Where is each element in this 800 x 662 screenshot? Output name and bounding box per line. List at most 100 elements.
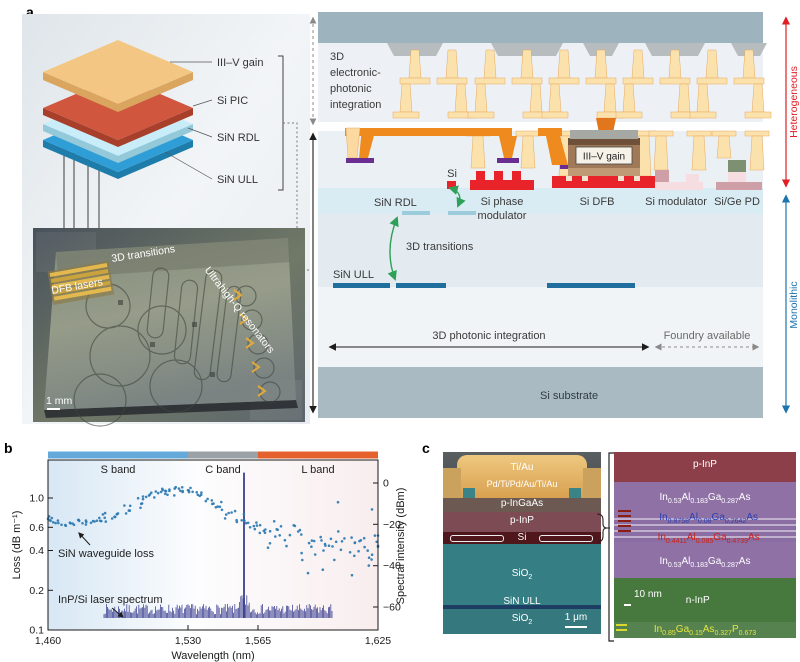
tem-p-inp-label: p-InP: [693, 459, 717, 470]
tem-formula-2: In0.8758Al0.08Ga0.2642As: [659, 512, 758, 525]
x-tick-labels: 1,460 1,530 1,565 1,625: [35, 635, 391, 647]
tem-n-inp-layer: [614, 578, 796, 622]
sem-p-inp-layer: [443, 512, 601, 532]
sin-rdl-label: SiN RDL: [374, 197, 417, 209]
top-metal-band: [318, 12, 763, 43]
region-label-line1: 3D: [330, 51, 344, 63]
panel-a-label: a: [26, 4, 34, 20]
laser-spectrum-annotation: InP/Si laser spectrum: [58, 594, 163, 606]
x-ticks: [47, 625, 379, 630]
sem-gold-contact: [457, 455, 587, 499]
c-band-label: C band: [205, 464, 240, 476]
layer-iii-v-gain: [43, 40, 193, 104]
label-sin-rdl: SiN RDL: [217, 132, 260, 144]
right-ticks: [373, 482, 378, 608]
tem-epitaxy-image: p-InP In0.53Al0.183Ga0.287As In0.8758Al0…: [614, 452, 796, 638]
sem-scale-bar: [565, 626, 587, 628]
tem-p-inp-layer: [614, 452, 796, 482]
iii-v-gain-label: III–V gain: [583, 152, 625, 163]
si-dfb-device: III–V gain: [552, 130, 656, 188]
svg-text:−60: −60: [383, 602, 401, 614]
ti-au-label: Ti/Au: [510, 462, 534, 473]
tem-formula-1: In0.53Al0.183Ga0.287As: [659, 492, 751, 505]
left-tick-labels: 1.0 0.6 0.4 0.2 0.1: [29, 493, 44, 637]
region-label-line3: photonic: [330, 83, 372, 95]
si-label: Si: [447, 168, 457, 180]
si-phase-modulator-device: [470, 171, 534, 190]
l-band-label: L band: [301, 464, 334, 476]
laser-spectrum-series: [103, 472, 333, 618]
ingaasp-markers: [616, 624, 627, 632]
si-layer-device: [447, 181, 456, 189]
pd-stack-label: Pd/Ti/Pd/Au/Ti/Au: [486, 479, 558, 489]
si-modulator-device: [655, 170, 703, 190]
chip-pads: [118, 300, 215, 377]
label-si-pic: Si PIC: [217, 95, 248, 107]
tem-formula-3: In0.4411Al0.085Ga0.4739As: [657, 532, 760, 545]
tem-quantum-well-stripes: [614, 518, 796, 542]
s-band-label: S band: [101, 464, 136, 476]
sin-ull-label: SiN ULL: [503, 596, 541, 607]
p-ingaas-label: p-InGaAs: [500, 498, 544, 509]
sem-scale-label: 1 μm: [564, 612, 588, 623]
si-phase-label2: modulator: [478, 210, 527, 222]
sin-ull-label: SiN ULL: [333, 269, 374, 281]
p-inp-label: p-InP: [510, 515, 534, 526]
region-label-line4: integration: [330, 99, 381, 111]
si-dfb-label: Si DFB: [580, 196, 615, 208]
x-axis-title: Wavelength (nm): [171, 650, 254, 662]
l-band-bar: [258, 451, 378, 459]
si-modulator-label: Si modulator: [645, 196, 707, 208]
plot-frame: [47, 459, 379, 631]
layer-stack-illustration: III–V gain Si PIC SiN RDL SiN ULL: [22, 14, 310, 427]
scale-bar: [47, 408, 60, 410]
monolithic-label: Monolithic: [788, 281, 800, 328]
bond-pad: [497, 158, 519, 163]
tem-n-inp-label: n-InP: [685, 595, 710, 606]
sin-rdl-bar: [448, 211, 476, 215]
layer-labels: III–V gain Si PIC SiN RDL SiN ULL: [217, 57, 263, 186]
right-tick-labels: 0 −20 −40 −60: [383, 478, 401, 614]
transition-arrows: [387, 185, 466, 281]
annotation-arrow: [78, 532, 91, 546]
svg-text:1,460: 1,460: [35, 635, 61, 647]
svg-text:1,565: 1,565: [245, 635, 271, 647]
sin-ull-bar: [333, 283, 390, 288]
telecom-band-bars: [48, 451, 378, 459]
tem-formula-5: In0.85Ga0.15As0.327P0.673: [653, 624, 757, 637]
sin-ull-bar: [396, 283, 446, 288]
si-ge-pd-label: Si/Ge PD: [714, 196, 760, 208]
panel-c-label: c: [422, 440, 430, 456]
band-labels: S band C band L band: [101, 464, 335, 476]
transitions-3d-label: 3D transitions: [406, 241, 474, 253]
sem-sio2-layer: [443, 544, 601, 605]
tem-ingaasp-stripes: [614, 622, 796, 638]
small-brace: [596, 513, 608, 543]
svg-text:1.0: 1.0: [29, 493, 44, 505]
c-band-bar: [188, 451, 258, 459]
si-label: Si: [517, 532, 527, 543]
resonator-features: [73, 267, 281, 427]
sin-ull-bar: [547, 283, 635, 288]
substrate-label: Si substrate: [540, 390, 598, 402]
panel-c-brackets: [596, 452, 614, 642]
cross-section-labels: 3D electronic- photonic integration Si S…: [330, 51, 760, 402]
plot-area: [48, 460, 378, 630]
heterogeneous-label: Heterogeneous: [788, 66, 800, 138]
tem-scale-label: 10 nm: [634, 589, 662, 600]
annotation-arrow: [111, 607, 124, 618]
si-ge-pd-device: [716, 160, 762, 190]
foundry-label: Foundry available: [664, 330, 751, 342]
sem-cross-section-image: Ti/Au Pd/Ti/Pd/Au/Ti/Au p-InGaAs p-InP S…: [443, 452, 601, 634]
label-sin-ull: SiN ULL: [217, 174, 258, 186]
sem-sin-ull-layer: [443, 605, 601, 609]
svg-text:0.1: 0.1: [29, 625, 44, 637]
tem-formula-4: In0.53Al0.183Ga0.287As: [659, 556, 751, 569]
iii-v-gain-box: [575, 146, 633, 165]
panel-b-label: b: [4, 440, 13, 456]
s-band-bar: [48, 451, 188, 459]
bond-pad: [346, 158, 374, 163]
svg-text:1,625: 1,625: [365, 635, 391, 647]
exploded-layer-stack: [43, 40, 193, 179]
